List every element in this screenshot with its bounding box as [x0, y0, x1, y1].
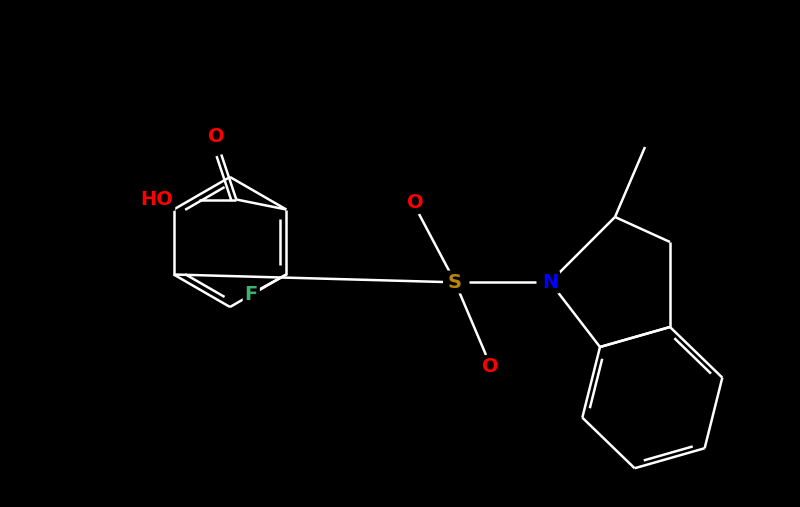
Text: O: O	[482, 357, 498, 377]
Text: N: N	[542, 272, 558, 292]
Text: O: O	[406, 193, 423, 211]
Text: S: S	[448, 272, 462, 292]
Text: O: O	[208, 127, 225, 146]
Text: F: F	[245, 285, 258, 304]
Text: HO: HO	[141, 190, 174, 209]
